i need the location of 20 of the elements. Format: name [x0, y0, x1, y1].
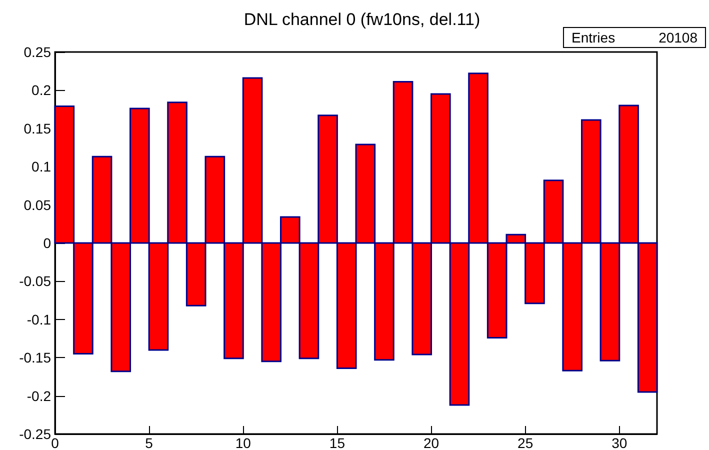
x-tick-label: 20: [423, 435, 440, 450]
text: Entries: [572, 30, 616, 46]
y-tick-label: -0.15: [19, 350, 52, 366]
x-tick-label: 10: [235, 435, 252, 450]
chart-title: DNL channel 0 (fw10ns, del.11): [244, 10, 480, 29]
x-tick-label: 5: [145, 435, 154, 450]
x-tick-label: 15: [329, 435, 346, 450]
y-tick-label: 0.05: [24, 196, 52, 213]
y-tick-label: 0.2: [32, 82, 52, 98]
x-tick-label: 25: [518, 435, 534, 450]
y-tick-label: 0.15: [24, 120, 52, 136]
y-tick-label: -0.05: [19, 273, 52, 290]
y-tick-label: -0.25: [19, 426, 52, 442]
text: 20108: [658, 30, 698, 46]
y-tick-label: 0.1: [32, 158, 52, 175]
x-tick-label: 30: [612, 435, 628, 450]
y-tick-label: 0.25: [24, 44, 52, 60]
y-tick-label: -0.2: [26, 388, 52, 404]
y-tick-label: 0: [43, 235, 52, 251]
y-tick-label: -0.1: [26, 311, 52, 328]
